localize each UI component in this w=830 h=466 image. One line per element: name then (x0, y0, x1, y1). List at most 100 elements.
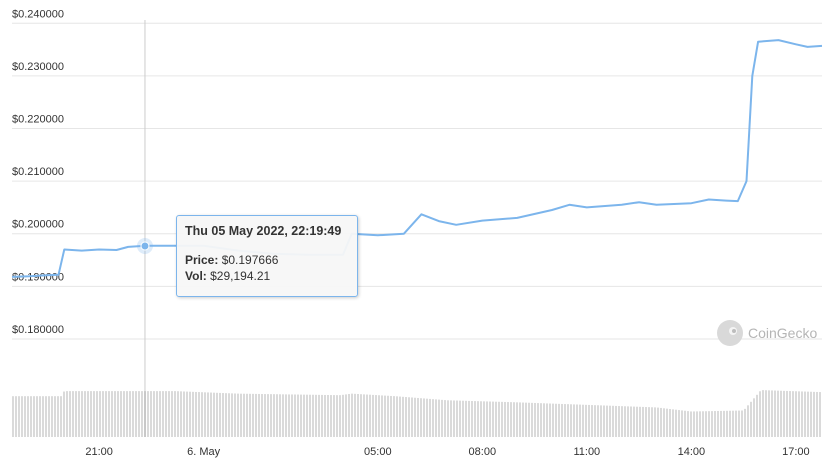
volume-bar (732, 410, 734, 437)
volume-bar (552, 403, 554, 437)
volume-bar (234, 393, 236, 437)
volume-bar (804, 391, 806, 437)
volume-bar (711, 411, 713, 437)
volume-bar (72, 391, 74, 437)
volume-bar (762, 390, 764, 437)
volume-bar (21, 396, 23, 437)
volume-bar (777, 390, 779, 437)
volume-bar (633, 406, 635, 437)
volume-bar (87, 391, 89, 437)
volume-bar (546, 403, 548, 437)
volume-bar (195, 391, 197, 437)
volume-bar (501, 401, 503, 437)
volume-bar (456, 400, 458, 437)
volume-bar (570, 404, 572, 437)
volume-bar (42, 396, 44, 437)
volume-bar (735, 410, 737, 437)
volume-bar (249, 393, 251, 437)
volume-bars (12, 390, 821, 437)
volume-bar (363, 394, 365, 437)
volume-bar (810, 391, 812, 437)
volume-bar (702, 411, 704, 437)
volume-bar (315, 394, 317, 437)
volume-bar (387, 395, 389, 437)
y-tick-label: $0.220000 (12, 113, 64, 125)
volume-bar (15, 396, 17, 437)
volume-bar (141, 391, 143, 437)
volume-bar (597, 405, 599, 437)
volume-bar (96, 391, 98, 437)
y-tick-label: $0.200000 (12, 219, 64, 231)
volume-bar (312, 394, 314, 437)
volume-bar (591, 405, 593, 437)
volume-bar (786, 390, 788, 437)
volume-bar (123, 391, 125, 437)
volume-bar (36, 396, 38, 437)
y-tick-label: $0.210000 (12, 166, 64, 178)
volume-bar (18, 396, 20, 437)
price-line[interactable] (11, 39, 823, 278)
volume-bar (723, 410, 725, 437)
volume-bar (201, 392, 203, 437)
y-tick-label: $0.180000 (12, 324, 64, 336)
volume-bar (303, 394, 305, 437)
volume-bar (474, 401, 476, 437)
volume-bar (753, 398, 755, 437)
volume-bar (135, 391, 137, 437)
volume-bar (219, 392, 221, 437)
gecko-logo-icon (717, 320, 743, 346)
x-tick-label: 11:00 (573, 446, 600, 458)
volume-bar (696, 411, 698, 437)
volume-bar (441, 399, 443, 437)
volume-bar (459, 400, 461, 437)
volume-bar (615, 405, 617, 437)
volume-bar (147, 391, 149, 437)
volume-bar (306, 394, 308, 437)
volume-bar (420, 398, 422, 437)
volume-bar (237, 393, 239, 437)
volume-bar (414, 397, 416, 437)
volume-bar (819, 392, 821, 437)
volume-bar (216, 392, 218, 437)
volume-bar (744, 408, 746, 437)
volume-bar (462, 400, 464, 437)
x-tick-label: 6. May (187, 446, 221, 458)
volume-bar (705, 411, 707, 437)
volume-bar (612, 405, 614, 437)
volume-bar (498, 401, 500, 437)
brand-name: CoinGecko (748, 325, 818, 341)
volume-bar (672, 409, 674, 437)
volume-bar (336, 395, 338, 437)
volume-bar (630, 406, 632, 437)
volume-bar (276, 394, 278, 437)
volume-bar (582, 404, 584, 437)
volume-bar (333, 395, 335, 437)
volume-bar (537, 403, 539, 437)
volume-bar (102, 391, 104, 437)
volume-bar (267, 394, 269, 437)
volume-bar (792, 391, 794, 437)
volume-bar (159, 391, 161, 437)
volume-bar (261, 394, 263, 437)
coingecko-watermark: CoinGecko (717, 320, 817, 346)
volume-bar (801, 391, 803, 437)
volume-bar (45, 396, 47, 437)
volume-bar (486, 401, 488, 437)
volume-bar (132, 391, 134, 437)
volume-bar (321, 394, 323, 437)
volume-bar (564, 404, 566, 437)
hover-marker[interactable] (140, 241, 150, 251)
tooltip-title: Thu 05 May 2022, 22:19:49 (185, 224, 342, 238)
tooltip-vol-row: Vol: $29,194.21 (185, 268, 349, 284)
volume-bar (255, 393, 257, 437)
volume-bar (492, 401, 494, 437)
volume-bar (666, 408, 668, 437)
volume-bar (453, 400, 455, 437)
volume-bar (531, 402, 533, 437)
volume-bar (660, 407, 662, 437)
volume-bar (117, 391, 119, 437)
volume-bar (729, 410, 731, 437)
volume-bar (390, 395, 392, 437)
volume-bar (309, 394, 311, 437)
